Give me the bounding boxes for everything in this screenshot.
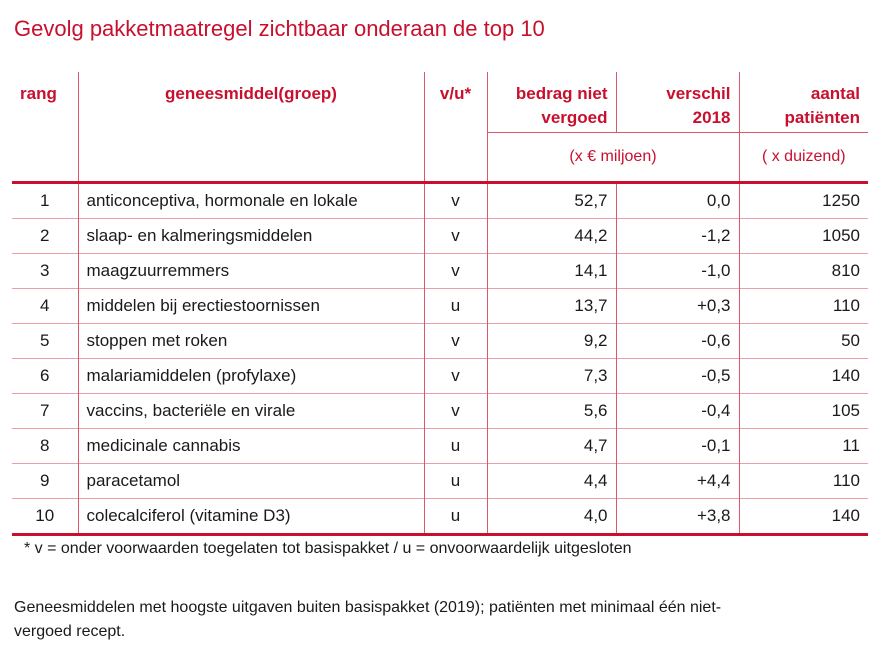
cell-aantal: 11 xyxy=(738,428,868,464)
header-verschil-line1: verschil xyxy=(666,84,731,103)
cell-rang: 2 xyxy=(12,218,78,254)
cell-bedrag: 5,6 xyxy=(486,393,616,429)
header-geneesmiddel: geneesmiddel(groep) xyxy=(77,72,424,183)
cell-verschil: -1,2 xyxy=(615,218,739,254)
header-rang: rang xyxy=(20,84,57,103)
cell-vu: u xyxy=(423,428,487,464)
cell-bedrag: 9,2 xyxy=(486,323,616,359)
cell-verschil: -0,4 xyxy=(615,393,739,429)
top10-table: rang geneesmiddel(groep) v/u* bedrag nie… xyxy=(12,72,868,536)
cell-bedrag: 7,3 xyxy=(486,358,616,394)
table-row: 10 colecalciferol (vitamine D3) u 4,0 +3,8 14… xyxy=(12,498,868,536)
unit-money: (x € miljoen) xyxy=(486,132,739,183)
unit-count: ( x duizend) xyxy=(738,132,868,183)
cell-rang: 1 xyxy=(12,181,78,219)
cell-verschil: +0,3 xyxy=(615,288,739,324)
cell-aantal: 140 xyxy=(738,498,868,536)
table-row: 7 vaccins, bacteriële en virale v 5,6 -0,4 10… xyxy=(12,393,868,429)
cell-vu: v xyxy=(423,218,487,254)
cell-bedrag: 13,7 xyxy=(486,288,616,324)
header-vu: v/u* xyxy=(423,72,487,183)
footnote: * v = onder voorwaarden toegelaten tot b… xyxy=(24,540,632,557)
cell-middel: maagzuurremmers xyxy=(77,253,424,289)
table-row: 6 malariamiddelen (profylaxe) v 7,3 -0,5 140 xyxy=(12,358,868,394)
cell-vu: v xyxy=(423,323,487,359)
cell-middel: medicinale cannabis xyxy=(77,428,424,464)
cell-middel: middelen bij erectiestoornissen xyxy=(77,288,424,324)
table-row: 9 paracetamol u 4,4 +4,4 110 xyxy=(12,463,868,499)
header-aantal-line1: aantal xyxy=(810,84,860,103)
cell-middel: slaap- en kalmeringsmiddelen xyxy=(77,218,424,254)
cell-verschil: -1,0 xyxy=(615,253,739,289)
cell-rang: 10 xyxy=(12,498,78,536)
cell-aantal: 110 xyxy=(738,288,868,324)
cell-vu: u xyxy=(423,463,487,499)
cell-middel: stoppen met roken xyxy=(77,323,424,359)
cell-middel: paracetamol xyxy=(77,463,424,499)
cell-aantal: 105 xyxy=(738,393,868,429)
cell-vu: v xyxy=(423,181,487,219)
cell-vu: v xyxy=(423,393,487,429)
cell-rang: 7 xyxy=(12,393,78,429)
header-bedrag-line2: vergoed xyxy=(541,108,608,127)
cell-rang: 5 xyxy=(12,323,78,359)
cell-rang: 9 xyxy=(12,463,78,499)
cell-aantal: 1250 xyxy=(738,181,868,219)
table-row: 2 slaap- en kalmeringsmiddelen v 44,2 -1,2 10… xyxy=(12,218,868,254)
cell-bedrag: 4,7 xyxy=(486,428,616,464)
cell-rang: 4 xyxy=(12,288,78,324)
cell-middel: colecalciferol (vitamine D3) xyxy=(77,498,424,536)
header-aantal: aantal patiënten xyxy=(738,72,868,133)
cell-bedrag: 4,4 xyxy=(486,463,616,499)
cell-aantal: 110 xyxy=(738,463,868,499)
cell-vu: u xyxy=(423,498,487,536)
cell-verschil: 0,0 xyxy=(615,181,739,219)
cell-vu: u xyxy=(423,288,487,324)
cell-bedrag: 4,0 xyxy=(486,498,616,536)
table-row: 1 anticonceptiva, hormonale en lokale v 52,… xyxy=(12,181,868,219)
header-bedrag: bedrag niet vergoed xyxy=(486,72,616,133)
source-note: Geneesmiddelen met hoogste uitgaven buit… xyxy=(14,599,722,640)
cell-bedrag: 14,1 xyxy=(486,253,616,289)
table-row: 5 stoppen met roken v 9,2 -0,6 50 xyxy=(12,323,868,359)
cell-vu: v xyxy=(423,253,487,289)
cell-aantal: 140 xyxy=(738,358,868,394)
cell-rang: 8 xyxy=(12,428,78,464)
cell-middel: malariamiddelen (profylaxe) xyxy=(77,358,424,394)
cell-bedrag: 44,2 xyxy=(486,218,616,254)
cell-bedrag: 52,7 xyxy=(486,181,616,219)
header-verschil: verschil 2018 xyxy=(615,72,739,133)
cell-rang: 6 xyxy=(12,358,78,394)
cell-verschil: -0,6 xyxy=(615,323,739,359)
cell-rang: 3 xyxy=(12,253,78,289)
cell-aantal: 50 xyxy=(738,323,868,359)
page-title: Gevolg pakketmaatregel zichtbaar onderaa… xyxy=(14,16,545,41)
header-verschil-line2: 2018 xyxy=(692,108,731,127)
table-row: 3 maagzuurremmers v 14,1 -1,0 810 xyxy=(12,253,868,289)
cell-verschil: +4,4 xyxy=(615,463,739,499)
cell-vu: v xyxy=(423,358,487,394)
cell-middel: vaccins, bacteriële en virale xyxy=(77,393,424,429)
table-row: 8 medicinale cannabis u 4,7 -0,1 11 xyxy=(12,428,868,464)
cell-aantal: 810 xyxy=(738,253,868,289)
cell-middel: anticonceptiva, hormonale en lokale xyxy=(77,181,424,219)
header-bedrag-line1: bedrag niet xyxy=(515,84,608,103)
cell-aantal: 1050 xyxy=(738,218,868,254)
cell-verschil: -0,5 xyxy=(615,358,739,394)
table-row: 4 middelen bij erectiestoornissen u 13,7 +0,… xyxy=(12,288,868,324)
cell-verschil: -0,1 xyxy=(615,428,739,464)
header-aantal-line2: patiënten xyxy=(784,108,860,127)
cell-verschil: +3,8 xyxy=(615,498,739,536)
